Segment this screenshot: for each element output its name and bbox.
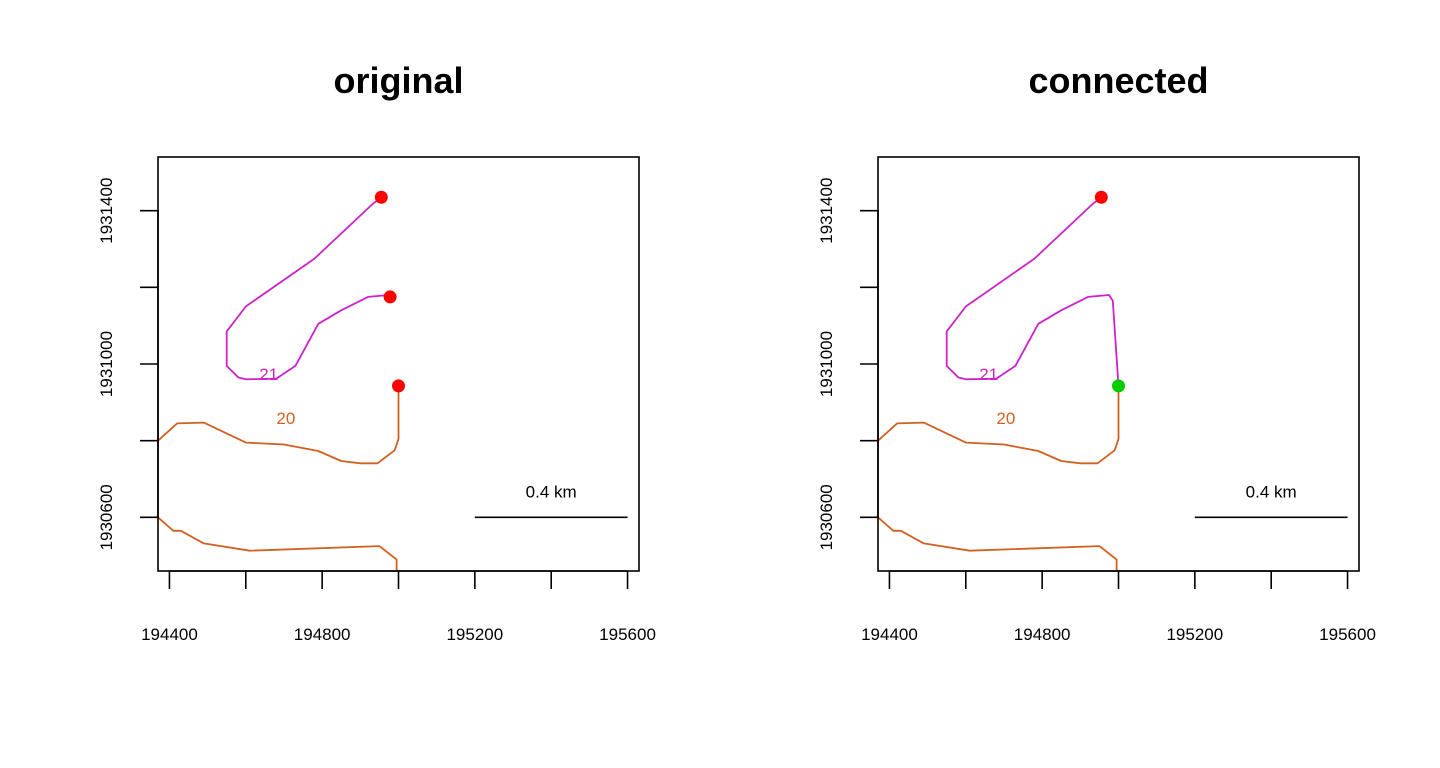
- line-label-0: 21: [979, 365, 998, 384]
- panel-title: original: [333, 60, 463, 101]
- x-tick-label: 195600: [1319, 625, 1376, 644]
- line-label-1: 20: [996, 409, 1015, 428]
- x-tick-label: 194800: [1014, 625, 1071, 644]
- y-tick-label: 1930600: [97, 484, 116, 550]
- panel-title: connected: [1028, 60, 1208, 101]
- endpoint-marker-0: [374, 190, 388, 204]
- y-tick-label: 1931400: [817, 178, 836, 244]
- y-tick-label: 1931000: [817, 331, 836, 397]
- scale-bar-label: 0.4 km: [526, 482, 577, 501]
- y-tick-label: 1931000: [97, 331, 116, 397]
- series-line-1: [158, 387, 400, 465]
- endpoint-marker-0: [1094, 190, 1108, 204]
- series-line-2: [158, 516, 398, 571]
- series-line-0: [945, 198, 1120, 386]
- x-tick-label: 195200: [1166, 625, 1223, 644]
- y-tick-label: 1931400: [97, 178, 116, 244]
- panel-original: original 21 20 0.4 km 194400 194800 195200 195…: [97, 60, 656, 644]
- x-tick-label: 195200: [446, 625, 503, 644]
- series-line-1: [878, 387, 1120, 465]
- panel-connected: connected 21 20 0.4 km 194400 194800 195200 19…: [817, 60, 1376, 644]
- series-line-0: [225, 198, 390, 381]
- x-tick-label: 194800: [294, 625, 351, 644]
- endpoint-marker-2: [392, 379, 405, 393]
- y-tick-label: 1930600: [817, 484, 836, 550]
- plot-area: 21 20: [158, 190, 405, 571]
- series-line-2: [878, 516, 1118, 571]
- plot-area: 21 20: [878, 190, 1125, 571]
- endpoint-marker-1: [1112, 379, 1125, 393]
- x-tick-label: 194400: [141, 625, 198, 644]
- x-tick-label: 195600: [599, 625, 656, 644]
- line-label-0: 21: [259, 365, 278, 384]
- scale-bar-label: 0.4 km: [1246, 482, 1297, 501]
- line-label-1: 20: [276, 409, 295, 428]
- endpoint-marker-1: [383, 290, 397, 304]
- x-tick-label: 194400: [861, 625, 918, 644]
